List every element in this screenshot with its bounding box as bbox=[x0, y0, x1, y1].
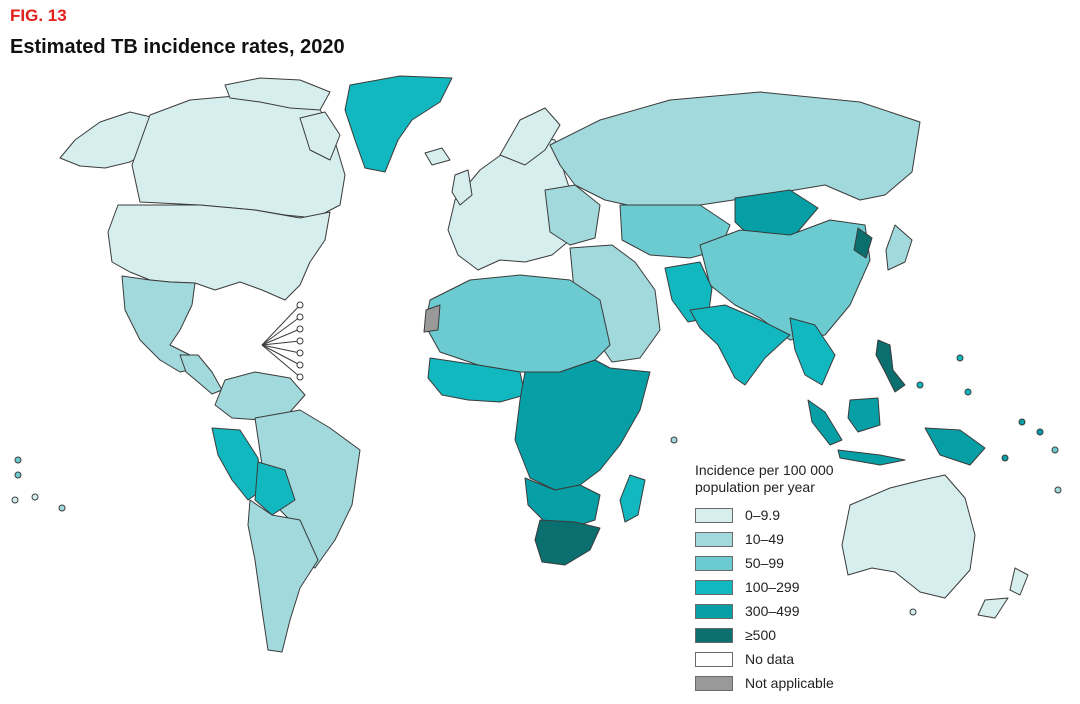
region-bolivia bbox=[254, 461, 296, 516]
island-marker bbox=[11, 496, 19, 504]
region-west-africa bbox=[427, 357, 526, 403]
island-marker bbox=[31, 493, 39, 501]
island-marker bbox=[964, 388, 972, 396]
figure-label: FIG. 13 bbox=[10, 6, 67, 25]
legend-swatch bbox=[695, 651, 733, 667]
region-north-korea bbox=[853, 227, 873, 259]
region-central-america bbox=[179, 354, 223, 395]
region-canada bbox=[131, 91, 346, 219]
legend-item: No data bbox=[695, 647, 915, 671]
region-southern-africa bbox=[524, 477, 601, 529]
region-scandinavia bbox=[499, 107, 561, 166]
legend-swatch bbox=[695, 507, 733, 523]
region-southeast-asia bbox=[789, 317, 836, 386]
legend-swatch bbox=[695, 627, 733, 643]
region-japan bbox=[885, 224, 913, 271]
legend-swatch bbox=[695, 555, 733, 571]
caribbean-callouts bbox=[261, 301, 304, 381]
region-new-zealand-south bbox=[977, 597, 1009, 619]
region-arctic-islands bbox=[224, 77, 331, 111]
region-borneo bbox=[847, 397, 881, 433]
region-iceland bbox=[424, 147, 451, 166]
region-central-east-africa bbox=[514, 359, 651, 491]
island-marker bbox=[1036, 428, 1044, 436]
legend-title: Incidence per 100 000 population per yea… bbox=[695, 462, 915, 496]
island-marker bbox=[14, 456, 22, 464]
legend-label: ≥500 bbox=[745, 627, 777, 643]
region-madagascar bbox=[619, 474, 646, 523]
region-china bbox=[699, 219, 871, 341]
legend-label: 0–9.9 bbox=[745, 507, 781, 523]
region-peru bbox=[211, 427, 263, 501]
legend-label: 50–99 bbox=[745, 555, 784, 571]
region-united-states bbox=[107, 204, 331, 301]
legend-label: Not applicable bbox=[745, 675, 834, 691]
legend-swatch bbox=[695, 579, 733, 595]
region-australia bbox=[841, 474, 976, 599]
island-marker bbox=[14, 471, 22, 479]
region-russia bbox=[549, 91, 921, 211]
region-papua bbox=[924, 427, 986, 466]
legend-item: 300–499 bbox=[695, 599, 915, 623]
island-marker bbox=[1001, 454, 1009, 462]
legend-swatch bbox=[695, 531, 733, 547]
legend-item: Not applicable bbox=[695, 671, 915, 695]
figure-title: Estimated TB incidence rates, 2020 bbox=[10, 36, 345, 58]
region-north-africa bbox=[424, 274, 611, 373]
region-india bbox=[689, 304, 791, 386]
island-marker bbox=[1051, 446, 1059, 454]
legend-label: 100–299 bbox=[745, 579, 800, 595]
legend-title-line2: population per year bbox=[695, 479, 815, 495]
legend-item: 0–9.9 bbox=[695, 503, 915, 527]
island-marker bbox=[916, 381, 924, 389]
legend-item: 100–299 bbox=[695, 575, 915, 599]
region-new-zealand bbox=[1009, 567, 1029, 596]
legend-label: 10–49 bbox=[745, 531, 784, 547]
region-mexico bbox=[121, 275, 199, 373]
legend-swatch bbox=[695, 675, 733, 691]
region-java bbox=[837, 449, 906, 466]
region-sumatra bbox=[807, 399, 843, 446]
island-marker bbox=[1018, 418, 1026, 426]
island-marker bbox=[1054, 486, 1062, 494]
legend-item: ≥500 bbox=[695, 623, 915, 647]
region-greenland bbox=[344, 75, 453, 173]
island-marker bbox=[909, 608, 917, 616]
legend-label: No data bbox=[745, 651, 795, 667]
region-western-sahara bbox=[423, 304, 441, 333]
legend-item: 10–49 bbox=[695, 527, 915, 551]
region-uk bbox=[451, 169, 473, 206]
legend-swatch bbox=[695, 603, 733, 619]
region-baffin bbox=[299, 111, 341, 161]
pacific-islands bbox=[11, 354, 1062, 616]
legend-item: 50–99 bbox=[695, 551, 915, 575]
legend: Incidence per 100 000 population per yea… bbox=[695, 462, 915, 695]
region-south-africa bbox=[534, 519, 601, 566]
legend-title-line1: Incidence per 100 000 bbox=[695, 462, 834, 478]
region-southern-cone bbox=[247, 499, 319, 653]
legend-label: 300–499 bbox=[745, 603, 800, 619]
island-marker bbox=[670, 436, 678, 444]
region-philippines bbox=[875, 339, 906, 393]
island-marker bbox=[956, 354, 964, 362]
island-marker bbox=[58, 504, 66, 512]
